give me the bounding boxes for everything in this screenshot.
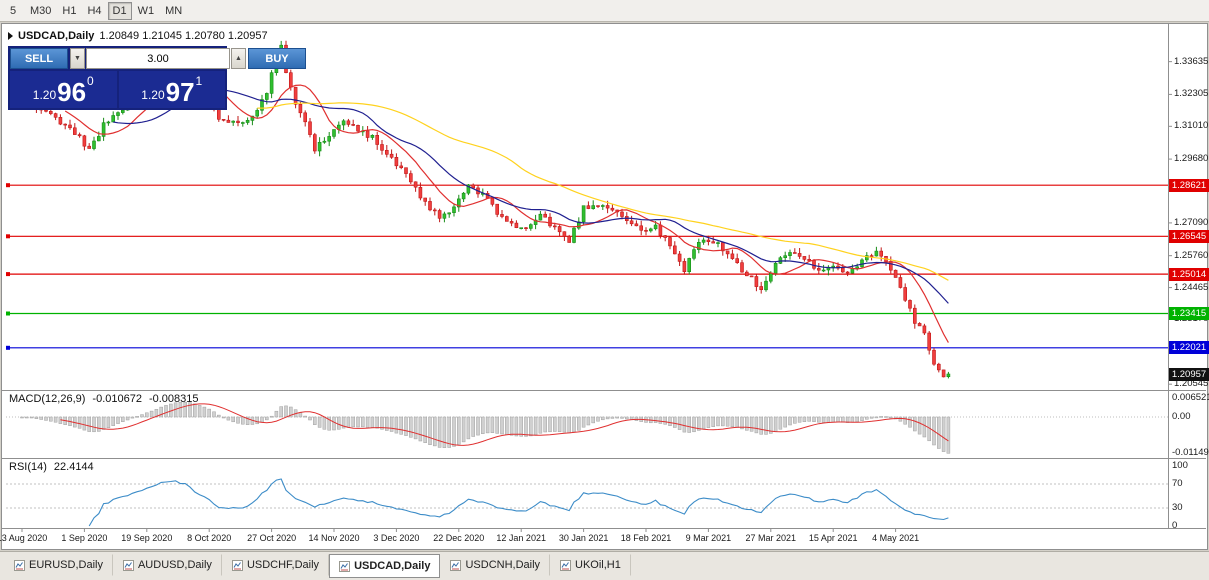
rsi-line [88, 478, 949, 527]
timeframe-d1[interactable]: D1 [107, 1, 132, 20]
tab-label: UKOil,H1 [575, 559, 621, 571]
timeframe-toolbar: 5 M30 H1 H4 D1 W1 MN [0, 0, 1209, 22]
chart-symbol: USDCAD,Daily [18, 30, 95, 42]
tab-usdchf-daily[interactable]: USDCHF,Daily [222, 554, 330, 576]
chart-window [1, 23, 1208, 550]
symbol-marker-icon [8, 32, 13, 40]
mini-chart-icon [450, 559, 462, 571]
timeframe-h1[interactable]: H1 [62, 4, 77, 17]
macd-signal-line [60, 403, 949, 446]
volume-decrease-button[interactable]: ▼ [70, 48, 85, 69]
sell-price-base: 1.20 [32, 88, 57, 102]
tab-label: USDCAD,Daily [354, 560, 431, 572]
buy-button[interactable]: BUY [248, 48, 306, 69]
sell-button[interactable]: SELL [10, 48, 68, 69]
tab-usdcad-daily[interactable]: USDCAD,Daily [329, 554, 441, 578]
volume-increase-button[interactable]: ▲ [231, 48, 246, 69]
tab-label: EURUSD,Daily [29, 559, 103, 571]
timeframe-w1[interactable]: W1 [137, 4, 155, 17]
timeframe-mn[interactable]: MN [165, 4, 183, 17]
macd-main-value: -0.010672 [92, 393, 142, 405]
ma-10-line [64, 76, 949, 343]
mini-chart-icon [231, 559, 243, 571]
rsi-name: RSI(14) [9, 461, 47, 473]
tab-eurusd-daily[interactable]: EURUSD,Daily [4, 554, 113, 576]
mini-chart-icon [560, 559, 572, 571]
volume-input[interactable] [86, 48, 230, 69]
sell-price-pip: 0 [87, 74, 94, 88]
buy-price-base: 1.20 [141, 88, 165, 102]
timeframe-m30[interactable]: M30 [30, 4, 52, 17]
buy-price-display[interactable]: 1.20 97 1 [118, 71, 225, 108]
tab-label: USDCNH,Daily [465, 559, 541, 571]
ma-20-line [113, 88, 949, 304]
macd-label: MACD(12,26,9) -0.010672 -0.008315 [9, 393, 199, 405]
tab-audusd-daily[interactable]: AUDUSD,Daily [113, 554, 222, 576]
buy-price-big: 97 [165, 77, 195, 107]
sell-price-display[interactable]: 1.20 96 0 [10, 71, 117, 108]
mini-chart-icon [122, 559, 134, 571]
rsi-value: 22.4144 [53, 461, 94, 473]
chart-tabs-b​ar: EURUSD,Daily AUDUSD,Daily USDCHF,Daily USDC… [0, 551, 1209, 580]
tab-usdcnh-daily[interactable]: USDCNH,Daily [440, 554, 551, 576]
mini-chart-icon [14, 559, 25, 571]
timeframe-h4[interactable]: H4 [87, 4, 102, 17]
tab-ukoil-h1[interactable]: UKOil,H1 [550, 554, 631, 576]
chart-ohlc-values: 1.20849 1.21045 1.20780 1.20957 [99, 30, 268, 42]
mini-chart-icon [339, 560, 351, 572]
macd-name: MACD(12,26,9) [9, 393, 86, 405]
ma-50-line [257, 102, 949, 281]
timeframe-5[interactable]: 5 [9, 4, 17, 17]
chart-symbol-line: USDCAD,Daily 1.20849 1.21045 1.20780 1.2… [8, 30, 268, 42]
sell-price-big: 96 [57, 77, 87, 107]
tab-label: AUDUSD,Daily [137, 559, 212, 571]
macd-signal-value: -0.008315 [148, 393, 199, 405]
rsi-label: RSI(14) 22.4144 [9, 461, 94, 473]
buy-price-pip: 1 [195, 74, 203, 88]
tab-label: USDCHF,Daily [246, 559, 320, 571]
volume-stepper: ▼ ▲ [70, 48, 246, 69]
